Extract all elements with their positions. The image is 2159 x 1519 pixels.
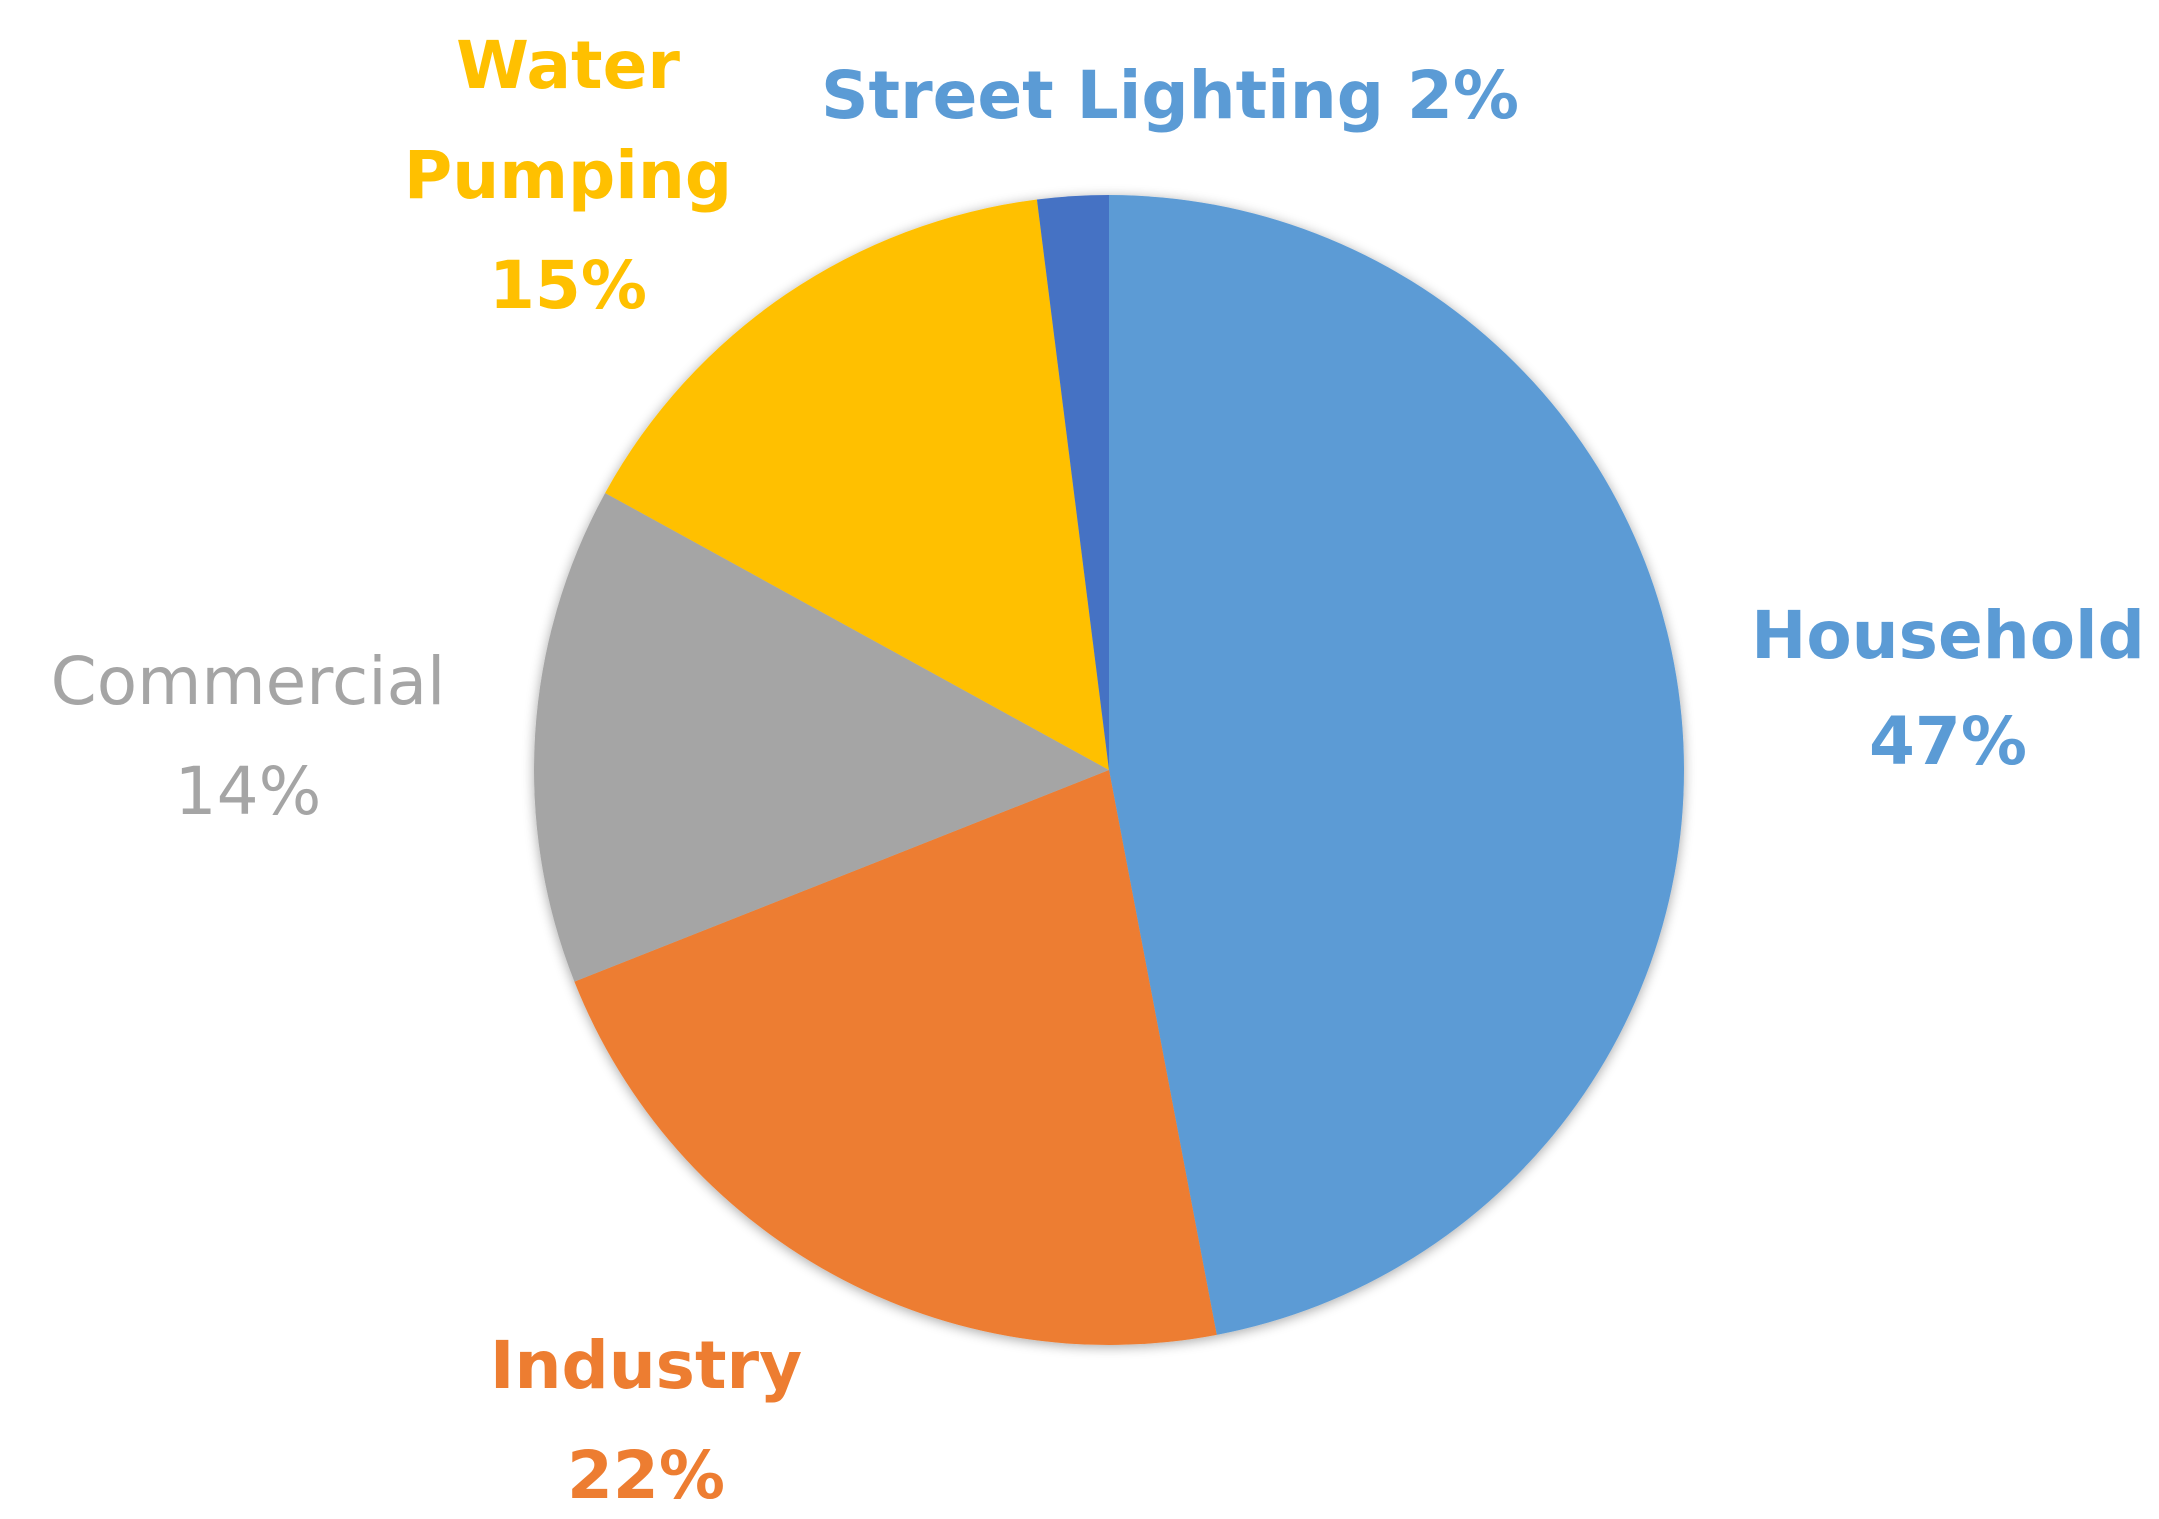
data-label-street-lighting: Street Lighting 2% bbox=[821, 57, 1519, 134]
pie-labels: Household 47% Industry 22% Commercial 14% Wate… bbox=[51, 27, 2145, 1514]
pie-slice-street-lighting bbox=[1036, 195, 1109, 770]
data-label-water-pumping-line-1: Water bbox=[456, 27, 680, 104]
pie-slice-industry bbox=[574, 770, 1217, 1345]
data-label-commercial-line-1: Commercial bbox=[51, 643, 446, 720]
pie-slice-water-pumping bbox=[605, 199, 1109, 770]
pie-slice-commercial bbox=[534, 492, 1109, 982]
data-label-industry-line-1: Industry bbox=[490, 1327, 802, 1404]
data-label-household-line-1: Household bbox=[1751, 597, 2145, 674]
data-label-industry-line-2: 22% bbox=[567, 1437, 725, 1514]
pie-slices bbox=[534, 195, 1685, 1345]
data-label-commercial-line-2: 14% bbox=[175, 753, 322, 830]
pie-slice-household bbox=[1109, 195, 1685, 1335]
data-label-household-line-2: 47% bbox=[1869, 703, 2027, 780]
data-label-water-pumping-line-2: Pumping bbox=[404, 137, 732, 214]
data-label-water-pumping-line-3: 15% bbox=[489, 247, 647, 324]
